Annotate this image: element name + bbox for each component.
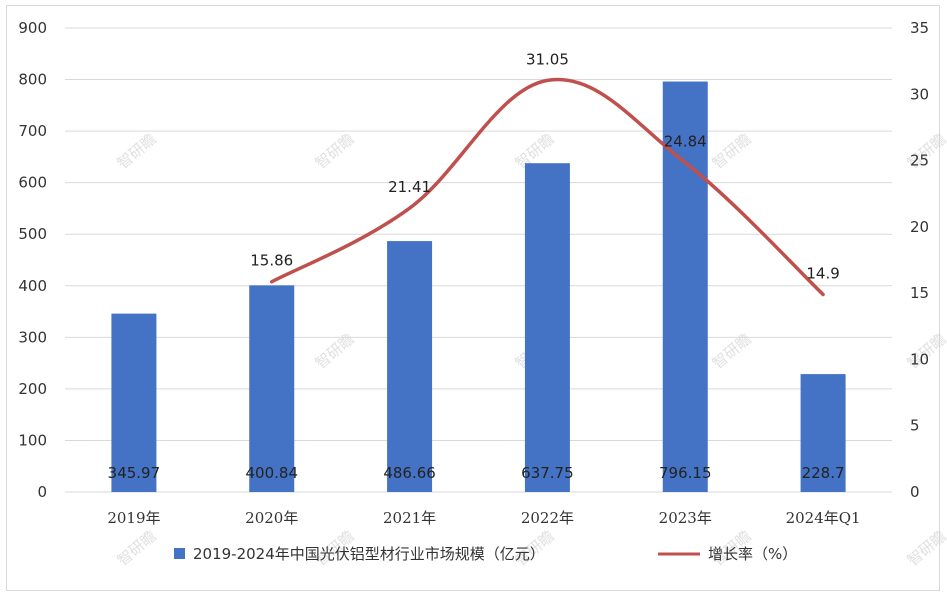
x-tick-label: 2024年Q1: [786, 509, 861, 527]
chart-frame: [6, 5, 940, 591]
growth-line: [270, 77, 825, 297]
x-tick-label: 2019年: [107, 509, 160, 527]
legend-line-label: 增长率（%）: [708, 545, 797, 563]
watermark-text: 智研瞻: [312, 330, 358, 373]
legend-bar-swatch: [174, 548, 185, 559]
y-left-tick-label: 500: [18, 225, 47, 243]
watermark-text: 智研瞻: [114, 130, 160, 173]
legend-bar-label: 2019-2024年中国光伏铝型材行业市场规模（亿元）: [193, 545, 545, 563]
line-data-label: 15.86: [250, 252, 293, 270]
x-tick-label: 2020年: [245, 509, 298, 527]
line-data-label: 24.84: [664, 133, 707, 151]
line-data-label: 21.41: [388, 178, 431, 196]
x-tick-label: 2023年: [659, 509, 712, 527]
watermark-text: 智研瞻: [709, 130, 755, 173]
bar-series: [111, 81, 846, 493]
bar-data-label: 486.66: [383, 464, 436, 482]
y-left-tick-label: 900: [18, 19, 47, 37]
y-right-tick-label: 35: [910, 19, 929, 37]
bar-data-label: 228.7: [802, 464, 845, 482]
bar: [387, 241, 433, 492]
line-data-label: 14.9: [806, 264, 839, 282]
bar: [249, 285, 295, 492]
bar: [524, 163, 570, 492]
y-right-tick-label: 10: [910, 350, 929, 368]
y-left-tick-label: 700: [18, 122, 47, 140]
y-right-tick-label: 5: [910, 417, 920, 435]
bar-data-labels: 345.97 400.84 486.66 637.75 796.15 228.7: [108, 464, 845, 482]
y-right-tick-label: 15: [910, 284, 929, 302]
y-left-tick-label: 300: [18, 328, 47, 346]
bar-data-label: 400.84: [246, 464, 299, 482]
line-data-label: 31.05: [526, 50, 569, 68]
watermark-text: 智研瞻: [904, 527, 947, 570]
y-axis-right: 0 5 10 15 20 25 30 35: [910, 19, 929, 501]
bar-data-label: 796.15: [659, 464, 712, 482]
watermark-text: 智研瞻: [312, 130, 358, 173]
y-left-tick-label: 100: [18, 431, 47, 449]
legend: 2019-2024年中国光伏铝型材行业市场规模（亿元） 增长率（%）: [174, 545, 797, 563]
bar-data-label: 345.97: [108, 464, 161, 482]
y-left-tick-label: 400: [18, 277, 47, 295]
line-data-labels: 15.86 21.41 31.05 24.84 14.9: [250, 50, 840, 282]
y-right-tick-label: 0: [910, 483, 920, 501]
y-axis-left: 0 100 200 300 400 500 600 700 800 900: [18, 19, 47, 501]
bar-data-label: 637.75: [521, 464, 574, 482]
watermark-text: 智研瞻: [709, 330, 755, 373]
y-right-tick-label: 20: [910, 218, 929, 236]
y-left-tick-label: 800: [18, 71, 47, 89]
y-right-tick-label: 30: [910, 85, 929, 103]
grid-lines: [65, 27, 892, 493]
watermark-text: 智研瞻: [114, 527, 160, 570]
bar: [111, 313, 157, 492]
x-tick-label: 2021年: [383, 509, 436, 527]
y-left-tick-label: 200: [18, 380, 47, 398]
y-left-tick-label: 0: [37, 483, 47, 501]
line-series: [270, 77, 825, 297]
x-tick-label: 2022年: [521, 509, 574, 527]
y-left-tick-label: 600: [18, 174, 47, 192]
y-right-tick-label: 25: [910, 152, 929, 170]
bar: [800, 374, 846, 492]
x-axis-categories: 2019年 2020年 2021年 2022年 2023年 2024年Q1: [107, 509, 860, 527]
